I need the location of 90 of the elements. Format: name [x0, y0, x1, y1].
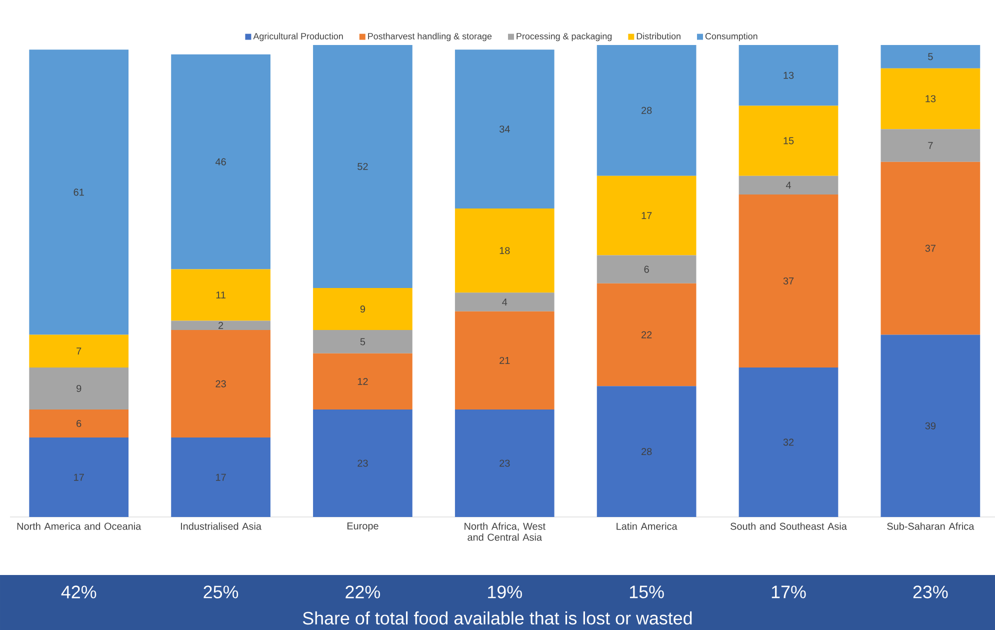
x-tick-label: Europe [347, 522, 378, 532]
data-label: 6 [644, 266, 649, 273]
bar [454, 208, 554, 293]
bar [313, 288, 412, 330]
text: 17% [772, 586, 806, 598]
bar [738, 176, 838, 195]
data-label: 5 [360, 338, 366, 346]
bar [880, 68, 980, 130]
bar [738, 106, 838, 176]
bar [313, 330, 412, 354]
bar [880, 334, 980, 517]
bar [880, 129, 980, 162]
text: Share of total food available that is lost or wasted [302, 611, 692, 625]
data-label: 18 [500, 247, 510, 254]
data-label: 12 [358, 378, 368, 385]
x-tick-label: North America and Oceania [17, 522, 142, 530]
bar [171, 269, 270, 321]
text: 15% [630, 586, 664, 598]
text: 42% [61, 586, 96, 598]
bar [738, 44, 838, 106]
bar [454, 311, 554, 410]
bar [171, 330, 270, 438]
x-tick-label: South and Southeast Asia [730, 522, 847, 530]
data-label: 34 [499, 126, 510, 133]
legend-label: Agricultural Production [253, 32, 343, 42]
data-label: 7 [928, 142, 933, 149]
data-label: 21 [500, 356, 510, 364]
data-label: 4 [502, 298, 508, 306]
bar [454, 409, 554, 517]
text: 19% [488, 586, 522, 598]
bar [880, 162, 980, 335]
data-label: 5 [928, 53, 933, 60]
bar [313, 353, 412, 410]
bar [738, 367, 838, 517]
data-label: 17 [74, 474, 84, 481]
data-label: 17 [216, 474, 226, 481]
data-label: 6 [76, 420, 82, 428]
data-label: 15 [784, 137, 794, 144]
bar [596, 386, 696, 517]
text: 22% [346, 586, 380, 598]
x-tick-label: Industrialised Asia [181, 522, 262, 530]
bar [738, 194, 838, 368]
x-tick-label: Latin America [616, 522, 678, 530]
bar [29, 367, 129, 410]
data-label: 52 [358, 162, 368, 170]
data-label: 39 [925, 422, 936, 430]
x-tick-label: North Africa, West and Central Asia [464, 522, 546, 541]
bar [596, 283, 696, 386]
legend-label: Processing & packaging [516, 32, 612, 42]
data-label: 46 [215, 158, 226, 166]
data-label: 11 [216, 292, 226, 298]
data-label: 22 [642, 331, 652, 338]
bar [29, 50, 129, 335]
bar [313, 409, 412, 517]
bar [171, 438, 270, 517]
data-label: 9 [76, 384, 82, 392]
text: 25% [204, 586, 238, 598]
data-label: 37 [925, 244, 936, 252]
data-label: 32 [783, 438, 794, 446]
bar [29, 438, 129, 517]
data-label: 23 [500, 460, 510, 467]
data-label: 2 [218, 322, 224, 329]
bar [454, 50, 554, 209]
bar [29, 334, 129, 368]
text: 23% [913, 586, 948, 598]
data-label: 13 [784, 72, 794, 79]
data-label: 37 [783, 277, 794, 285]
bar [29, 409, 129, 438]
bar [596, 44, 696, 176]
legend-label: Consumption [705, 32, 758, 42]
legend-label: Distribution [636, 32, 680, 40]
bar [880, 44, 980, 68]
data-label: 13 [926, 95, 936, 102]
data-label: 28 [642, 448, 652, 456]
data-label: 17 [642, 212, 652, 219]
data-label: 61 [74, 188, 84, 196]
bar [596, 255, 696, 284]
data-label: 7 [76, 348, 82, 355]
bar [596, 176, 696, 256]
bar [313, 44, 412, 288]
bar [171, 54, 270, 270]
data-label: 23 [216, 380, 226, 388]
bar [454, 292, 554, 312]
x-tick-label: Sub-Saharan Africa [887, 522, 974, 530]
legend-label: Postharvest handling & storage [368, 32, 492, 42]
data-label: 9 [360, 306, 366, 313]
data-label: 4 [786, 182, 791, 189]
data-label: 23 [358, 460, 368, 467]
bar [171, 320, 270, 330]
data-label: 28 [642, 106, 652, 114]
